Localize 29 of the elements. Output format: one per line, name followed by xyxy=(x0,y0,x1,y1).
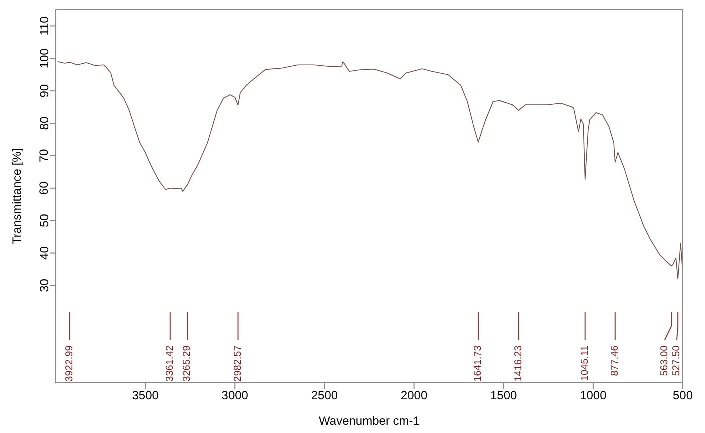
annotation: 877.46 xyxy=(610,345,622,376)
x-tick-label: 1000 xyxy=(580,388,608,403)
annotation: 3361.42 xyxy=(165,345,176,382)
annotation: 2982.57 xyxy=(232,345,244,382)
annotation: 527.50 xyxy=(672,345,683,376)
annotation: 3922.99 xyxy=(64,345,76,382)
x-tick-label: 3000 xyxy=(222,388,249,403)
y-tick-label: 80 xyxy=(37,116,52,130)
x-tick-label: 3500 xyxy=(132,388,160,403)
y-tick-label: 100 xyxy=(37,48,52,69)
annotation: 563.00 xyxy=(660,345,671,376)
y-tick-label: 50 xyxy=(37,214,52,228)
x-tick-label: 2500 xyxy=(311,388,338,403)
x-axis-title: Wavenumber cm-1 xyxy=(319,414,420,428)
y-tick-label: 90 xyxy=(37,84,52,98)
y-tick-label: 30 xyxy=(37,278,52,292)
y-tick-label: 70 xyxy=(37,148,52,163)
line-series xyxy=(57,61,683,280)
annotation: 3265.29 xyxy=(182,345,194,382)
annotation: 1416.23 xyxy=(514,345,525,382)
y-tick-label: 40 xyxy=(37,246,52,260)
y-axis-title: Transmittance [%] xyxy=(10,148,24,245)
y-tick-label: 60 xyxy=(37,181,52,196)
x-tick-label: 1500 xyxy=(490,388,518,403)
annotation: 1641.73 xyxy=(473,345,484,382)
x-tick-label: 2000 xyxy=(400,388,428,403)
y-tick-label: 110 xyxy=(37,16,52,36)
annotation: 1045.11 xyxy=(580,345,591,382)
x-tick-label: 500 xyxy=(672,388,694,403)
